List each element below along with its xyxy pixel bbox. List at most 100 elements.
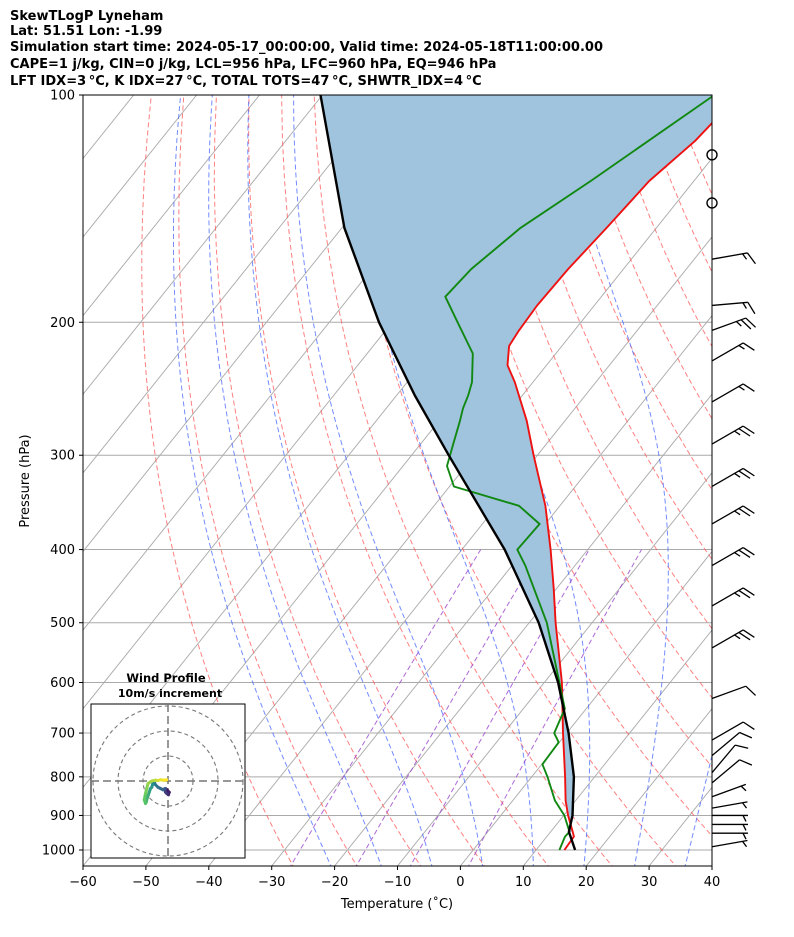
isotherm-line <box>83 95 198 238</box>
wind-barb <box>711 783 747 798</box>
dry-adiabat-line <box>639 95 712 274</box>
wind-barb <box>712 823 748 831</box>
wind-barb-half-flag <box>742 824 747 831</box>
wind-barb-half-flag <box>735 321 742 327</box>
wind-barb-flag <box>742 467 755 477</box>
wind-barb-half-flag <box>734 552 741 557</box>
wind-barb-half-flag <box>738 385 745 391</box>
wind-barb <box>711 546 755 567</box>
moist-adiabat-line <box>735 95 794 869</box>
wind-barb-shaft <box>711 744 736 774</box>
wind-barb-flag <box>734 744 749 749</box>
wind-barb-shaft <box>711 505 744 525</box>
wind-barb <box>711 252 756 265</box>
isotherm-line <box>0 78 84 869</box>
dry-adiabat-line <box>141 95 294 866</box>
x-tick-label: −50 <box>132 875 159 890</box>
isotherm-line <box>522 629 712 866</box>
wind-barb-calm <box>706 149 718 161</box>
dry-adiabat-line <box>574 95 712 420</box>
x-tick-label: 0 <box>456 875 464 890</box>
wind-barb-flag <box>738 470 751 479</box>
title-indices-2: LFT IDX=3 °C, K IDX=27 °C, TOTAL TOTS=47… <box>10 74 482 89</box>
dry-adiabat-line <box>213 95 422 866</box>
hodograph-subtitle: 10m/s increment <box>118 687 222 700</box>
wind-barb-shaft <box>711 759 740 784</box>
isotherm-line <box>83 95 386 474</box>
wind-barb <box>711 317 757 331</box>
y-tick-label: 900 <box>50 809 75 824</box>
wind-barb <box>711 587 755 607</box>
title-indices-1: CAPE=1 j/kg, CIN=0 j/kg, LCL=956 hPa, LF… <box>10 57 497 72</box>
wind-barb-half-flag <box>738 344 745 350</box>
wind-barb-shaft <box>711 783 747 798</box>
wind-barb-flag <box>739 759 753 766</box>
wind-barb-shaft <box>711 252 748 260</box>
x-tick-label: 40 <box>704 875 721 890</box>
isotherm-line <box>271 314 712 866</box>
wind-barb-shaft <box>711 732 740 757</box>
wind-barb-flag <box>738 507 751 517</box>
dry-adiabat-line <box>346 95 677 866</box>
dry-adiabat-line <box>672 95 712 196</box>
dry-adiabat-line <box>444 95 712 699</box>
title-station: SkewTLogP Lyneham <box>10 9 164 24</box>
wind-barb <box>711 301 756 315</box>
mixing-ratio-line <box>467 549 642 866</box>
wind-barb <box>711 721 755 741</box>
wind-barb-shaft <box>711 467 744 488</box>
moist-adiabat-line <box>351 95 534 866</box>
dry-adiabat-line <box>606 95 712 348</box>
y-tick-label: 100 <box>50 89 75 104</box>
wind-barb-flag <box>738 428 751 437</box>
hodograph-title: Wind Profile <box>126 671 206 685</box>
wind-barb-shaft <box>711 629 744 649</box>
isotherm-line <box>334 393 712 866</box>
dry-adiabat-line <box>770 95 794 869</box>
y-tick-label: 400 <box>50 543 75 558</box>
cape-shaded-area <box>320 95 712 832</box>
wind-barb <box>711 505 755 525</box>
y-tick-label: 1000 <box>42 844 75 859</box>
x-tick-label: −40 <box>195 875 222 890</box>
y-tick-label: 800 <box>50 770 75 785</box>
dry-adiabat-line <box>248 95 486 866</box>
isotherm-line <box>585 708 712 866</box>
wind-barb-flag <box>742 629 755 638</box>
x-tick-label: −10 <box>384 875 411 890</box>
wind-barb <box>711 425 755 445</box>
wind-barb-flag <box>738 631 751 641</box>
wind-barb-flag <box>739 731 753 739</box>
y-tick-label: 500 <box>50 616 75 631</box>
wind-barb-half-flag <box>742 253 748 260</box>
wind-barb-shaft <box>711 685 747 700</box>
wind-barb <box>712 832 748 840</box>
wind-barb-shaft <box>711 546 744 567</box>
wind-barb-flag <box>742 547 755 556</box>
wind-barb-calm <box>706 197 718 209</box>
wind-barb-flag <box>745 685 757 696</box>
x-tick-label: −60 <box>69 875 96 890</box>
y-tick-label: 300 <box>50 449 75 464</box>
wind-barb-shaft <box>711 721 744 741</box>
x-tick-label: 20 <box>578 875 595 890</box>
wind-barb <box>711 744 749 774</box>
wind-barb <box>711 629 755 649</box>
wind-barb <box>711 759 753 784</box>
wind-barb-shaft <box>711 425 744 445</box>
x-tick-label: −30 <box>258 875 285 890</box>
wind-barb-shaft <box>711 587 744 607</box>
moist-adiabat-line <box>173 95 332 866</box>
dry-adiabat-line <box>281 95 549 866</box>
x-tick-label: −20 <box>321 875 348 890</box>
wind-barb <box>711 731 753 757</box>
title-times: Simulation start time: 2024-05-17_00:00:… <box>10 40 603 55</box>
moist-adiabat-line <box>208 95 382 866</box>
wind-barb-half-flag <box>740 785 747 792</box>
y-tick-label: 200 <box>50 316 75 331</box>
wind-barb-half-flag <box>734 430 741 436</box>
mixing-ratio-line <box>289 549 482 866</box>
dry-adiabat-line <box>738 95 794 869</box>
wind-barb-half-flag <box>742 802 748 809</box>
